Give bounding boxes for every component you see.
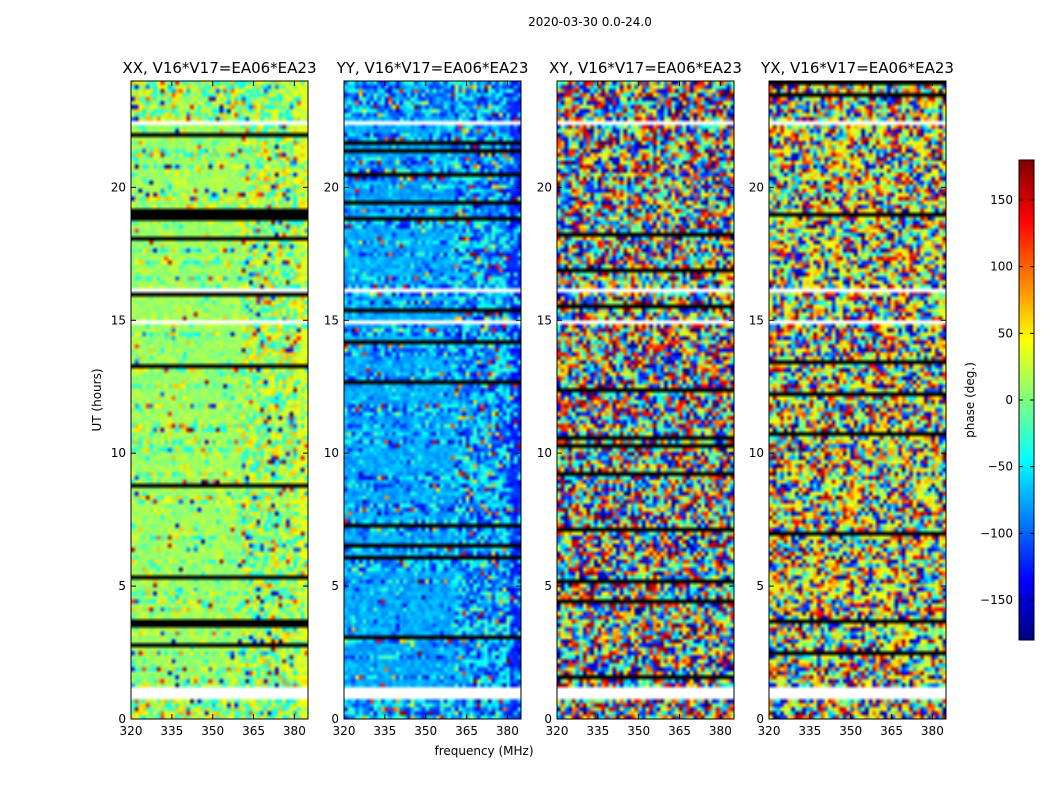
y-tick-label: 20 bbox=[537, 180, 552, 194]
colorbar-tick-label: 50 bbox=[998, 326, 1013, 340]
phase-heatmap bbox=[131, 81, 308, 719]
colorbar-tick-label: 150 bbox=[990, 193, 1013, 207]
panel-1: XX, V16*V17=EA06*EA23 320 335 350 365 380 0 5 10… bbox=[111, 59, 317, 738]
panel-3: XY, V16*V17=EA06*EA23 320 335 350 365 380 0 5 10… bbox=[537, 59, 742, 738]
colorbar-tick-label: −100 bbox=[980, 526, 1013, 540]
y-tick-label: 20 bbox=[749, 180, 764, 194]
x-tick-label: 365 bbox=[242, 724, 265, 738]
y-tick-label: 15 bbox=[749, 313, 764, 327]
panel-title: XX, V16*V17=EA06*EA23 bbox=[122, 59, 316, 77]
panel-4: YX, V16*V17=EA06*EA23 320 335 350 365 380 0 5 10… bbox=[749, 59, 954, 738]
panel-frame bbox=[343, 80, 522, 720]
panel-title: XY, V16*V17=EA06*EA23 bbox=[549, 59, 742, 77]
y-tick-label: 15 bbox=[537, 313, 552, 327]
y-tick-label: 15 bbox=[111, 313, 126, 327]
y-tick-label: 5 bbox=[756, 579, 764, 593]
colorbar-tick-label: −50 bbox=[988, 460, 1013, 474]
panel-title: YX, V16*V17=EA06*EA23 bbox=[760, 59, 954, 77]
y-tick-label: 0 bbox=[331, 712, 339, 726]
phase-heatmap bbox=[557, 81, 734, 719]
x-tick-label: 335 bbox=[798, 724, 821, 738]
y-tick-label: 20 bbox=[324, 180, 339, 194]
y-tick-label: 15 bbox=[324, 313, 339, 327]
y-tick-label: 0 bbox=[118, 712, 126, 726]
phase-heatmap bbox=[344, 81, 521, 719]
x-tick-label: 350 bbox=[414, 724, 437, 738]
panel-frame bbox=[768, 80, 947, 720]
y-tick-label: 10 bbox=[324, 446, 339, 460]
panel-2: YY, V16*V17=EA06*EA23 320 335 350 365 380 0 5 10… bbox=[324, 59, 529, 738]
y-tick-label: 20 bbox=[111, 180, 126, 194]
y-tick-label: 5 bbox=[544, 579, 552, 593]
x-tick-label: 320 bbox=[333, 724, 356, 738]
x-tick-label: 350 bbox=[627, 724, 650, 738]
panel-title: YY, V16*V17=EA06*EA23 bbox=[336, 59, 529, 77]
phase-heatmap bbox=[769, 81, 946, 719]
x-tick-label: 335 bbox=[586, 724, 609, 738]
panel-frame bbox=[556, 80, 735, 720]
x-tick-label: 320 bbox=[758, 724, 781, 738]
y-tick-label: 10 bbox=[111, 446, 126, 460]
x-tick-label: 320 bbox=[120, 724, 143, 738]
x-tick-label: 350 bbox=[839, 724, 862, 738]
x-tick-label: 320 bbox=[546, 724, 569, 738]
y-tick-label: 0 bbox=[756, 712, 764, 726]
y-tick-label: 5 bbox=[118, 579, 126, 593]
x-tick-label: 335 bbox=[373, 724, 396, 738]
x-axis-label: frequency (MHz) bbox=[434, 744, 533, 758]
colorbar-tick-label: −150 bbox=[980, 593, 1013, 607]
y-tick-label: 10 bbox=[749, 446, 764, 460]
y-tick-label: 5 bbox=[331, 579, 339, 593]
x-tick-label: 350 bbox=[201, 724, 224, 738]
colorbar-tick-label: 0 bbox=[1005, 393, 1013, 407]
colorbar: 150 100 50 0 −50 −100 −150 bbox=[980, 159, 1035, 641]
x-tick-label: 380 bbox=[496, 724, 519, 738]
panels: XX, V16*V17=EA06*EA23 320 335 350 365 380 0 5 10… bbox=[111, 59, 954, 738]
x-tick-label: 365 bbox=[668, 724, 691, 738]
panel-frame bbox=[130, 80, 309, 720]
y-tick-label: 10 bbox=[537, 446, 552, 460]
x-tick-label: 365 bbox=[455, 724, 478, 738]
figure-title: 2020-03-30 0.0-24.0 bbox=[528, 15, 652, 29]
x-tick-label: 380 bbox=[921, 724, 944, 738]
x-tick-label: 365 bbox=[880, 724, 903, 738]
x-tick-label: 380 bbox=[283, 724, 306, 738]
x-tick-label: 335 bbox=[160, 724, 183, 738]
colorbar-label: phase (deg.) bbox=[963, 362, 977, 438]
colorbar-tick-label: 100 bbox=[990, 260, 1013, 274]
x-tick-label: 380 bbox=[709, 724, 732, 738]
y-tick-label: 0 bbox=[544, 712, 552, 726]
y-axis-label: UT (hours) bbox=[90, 368, 104, 431]
